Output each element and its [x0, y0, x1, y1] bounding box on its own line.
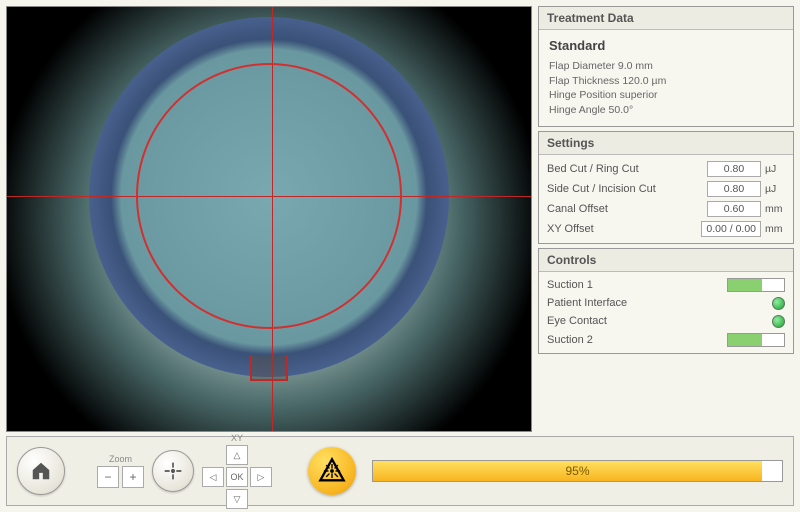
- dpad-right-button[interactable]: ▷: [250, 467, 272, 487]
- zoom-label: Zoom: [109, 454, 132, 464]
- treatment-body: Standard Flap Diameter 9.0 mm Flap Thick…: [539, 30, 793, 126]
- control-row-suction1: Suction 1: [547, 278, 785, 292]
- setting-unit: µJ: [761, 163, 785, 175]
- bottom-bar: Zoom − + XY △ ◁ OK ▷ ▽: [6, 436, 794, 506]
- center-button[interactable]: [152, 450, 194, 492]
- setting-row: Canal Offset 0.60 mm: [547, 201, 785, 217]
- controls-body: Suction 1 Patient Interface Eye Contact …: [539, 272, 793, 353]
- setting-unit: µJ: [761, 183, 785, 195]
- control-label: Eye Contact: [547, 315, 772, 327]
- treatment-line: Hinge Angle 50.0°: [549, 103, 783, 118]
- treatment-panel: Treatment Data Standard Flap Diameter 9.…: [538, 6, 794, 127]
- zoom-out-button[interactable]: −: [97, 466, 119, 488]
- progress-text: 95%: [373, 464, 782, 478]
- xy-label: XY: [231, 433, 243, 443]
- settings-panel: Settings Bed Cut / Ring Cut 0.80 µJ Side…: [538, 131, 794, 244]
- main-row: Treatment Data Standard Flap Diameter 9.…: [6, 6, 794, 432]
- suction1-slider[interactable]: [727, 278, 785, 292]
- laser-warning-icon: [318, 457, 346, 485]
- control-row-eye-contact: Eye Contact: [547, 315, 785, 328]
- treatment-line: Hinge Position superior: [549, 88, 783, 103]
- control-label: Suction 2: [547, 334, 721, 346]
- settings-body: Bed Cut / Ring Cut 0.80 µJ Side Cut / In…: [539, 155, 793, 243]
- control-row-patient-interface: Patient Interface: [547, 297, 785, 310]
- zoom-in-button[interactable]: +: [122, 466, 144, 488]
- dpad-up-button[interactable]: △: [226, 445, 248, 465]
- side-panel: Treatment Data Standard Flap Diameter 9.…: [538, 6, 794, 432]
- app-root: Treatment Data Standard Flap Diameter 9.…: [0, 0, 800, 512]
- control-label: Suction 1: [547, 279, 721, 291]
- setting-unit: mm: [761, 223, 785, 235]
- treatment-line: Flap Diameter 9.0 mm: [549, 59, 783, 74]
- patient-interface-led: [772, 297, 785, 310]
- setting-label: Bed Cut / Ring Cut: [547, 163, 707, 175]
- setting-unit: mm: [761, 203, 785, 215]
- laser-fire-button[interactable]: [308, 447, 356, 495]
- treatment-header: Treatment Data: [539, 7, 793, 30]
- xy-dpad: △ ◁ OK ▷ ▽: [202, 445, 272, 509]
- setting-value[interactable]: 0.00 / 0.00: [701, 221, 761, 237]
- center-icon: [163, 461, 183, 481]
- setting-row: Side Cut / Incision Cut 0.80 µJ: [547, 181, 785, 197]
- controls-header: Controls: [539, 249, 793, 272]
- treatment-line: Flap Thickness 120.0 µm: [549, 74, 783, 89]
- suction2-slider[interactable]: [727, 333, 785, 347]
- zoom-section: Zoom − +: [97, 454, 144, 488]
- setting-label: Canal Offset: [547, 203, 707, 215]
- setting-label: Side Cut / Incision Cut: [547, 183, 707, 195]
- dpad-down-button[interactable]: ▽: [226, 489, 248, 509]
- setting-value[interactable]: 0.80: [707, 161, 761, 177]
- dpad-ok-button[interactable]: OK: [226, 467, 248, 487]
- home-icon: [30, 460, 52, 482]
- progress-bar: 95%: [372, 460, 783, 482]
- target-circle: [136, 63, 402, 329]
- treatment-mode: Standard: [549, 38, 783, 53]
- camera-viewport[interactable]: [6, 6, 532, 432]
- setting-value[interactable]: 0.60: [707, 201, 761, 217]
- home-button[interactable]: [17, 447, 65, 495]
- settings-header: Settings: [539, 132, 793, 155]
- eye-contact-led: [772, 315, 785, 328]
- controls-panel: Controls Suction 1 Patient Interface Eye…: [538, 248, 794, 354]
- control-row-suction2: Suction 2: [547, 333, 785, 347]
- setting-row: XY Offset 0.00 / 0.00 mm: [547, 221, 785, 237]
- setting-value[interactable]: 0.80: [707, 181, 761, 197]
- dpad-left-button[interactable]: ◁: [202, 467, 224, 487]
- control-label: Patient Interface: [547, 297, 772, 309]
- setting-row: Bed Cut / Ring Cut 0.80 µJ: [547, 161, 785, 177]
- setting-label: XY Offset: [547, 223, 701, 235]
- hinge-notch: [250, 355, 288, 381]
- xy-section: XY △ ◁ OK ▷ ▽: [202, 433, 272, 509]
